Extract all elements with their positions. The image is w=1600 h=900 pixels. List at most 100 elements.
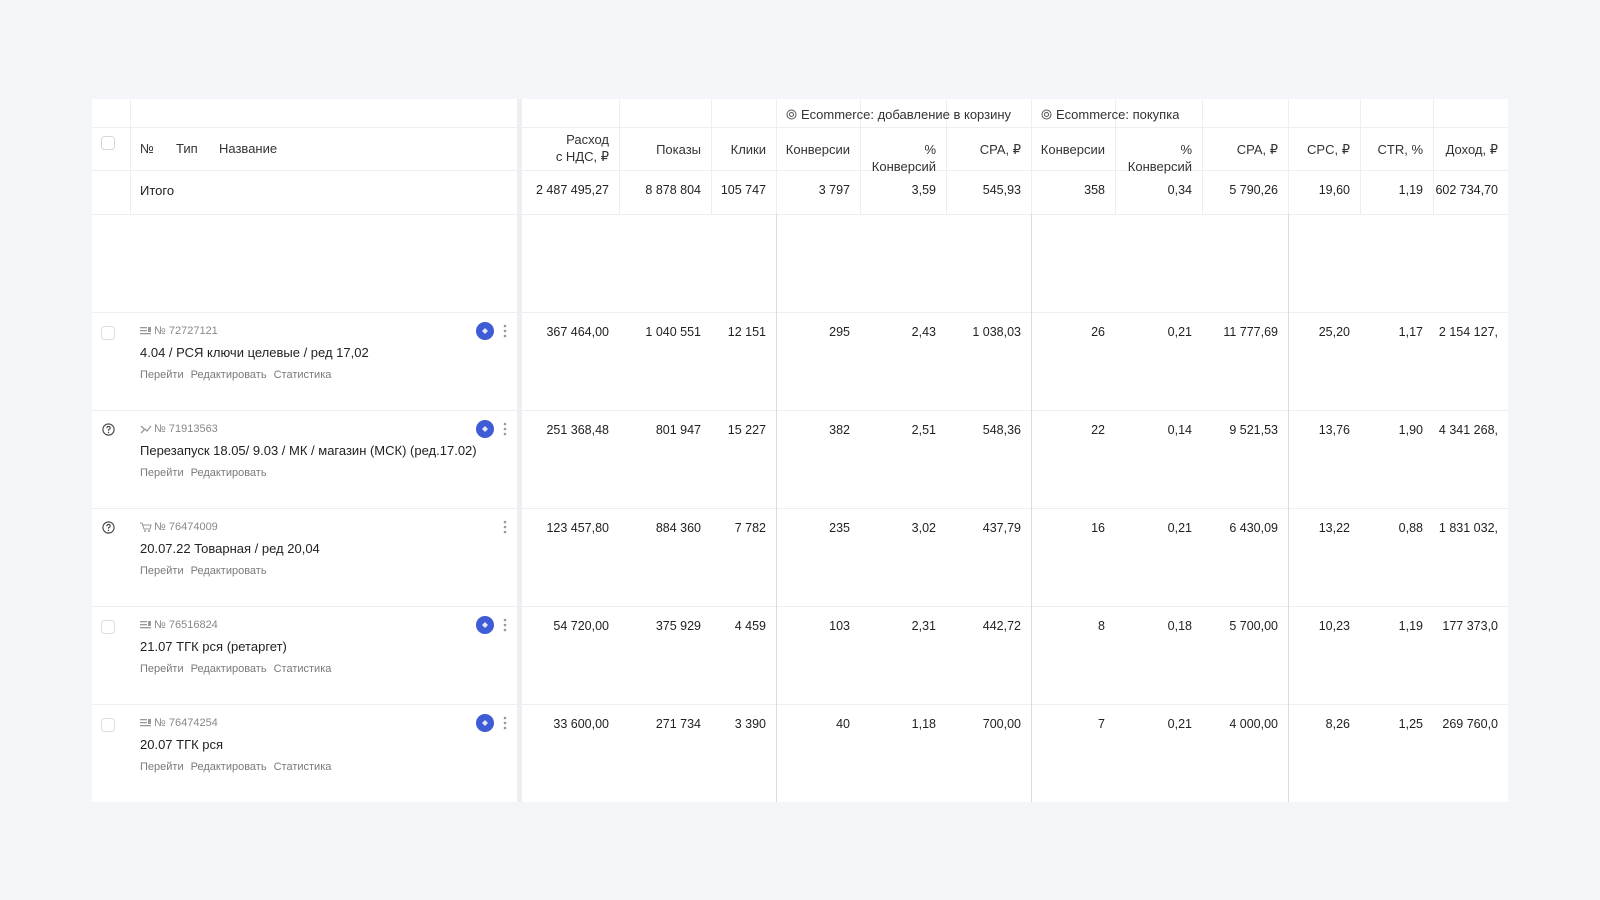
metric-value: 548,36 [946, 423, 1031, 437]
metric-value: 295 [776, 325, 860, 339]
campaign-type-icon [140, 424, 152, 435]
action-link[interactable]: Перейти [140, 761, 184, 773]
metric-value: 8 [1031, 619, 1115, 633]
pane-divider [517, 99, 522, 802]
metric-value: 0,18 [1115, 619, 1202, 633]
metric-value: 10,23 [1288, 619, 1360, 633]
metric-value: 269 760,0 [1433, 717, 1508, 731]
campaign-name: 21.07 ТГК рся (ретаргет) [140, 639, 287, 654]
header-col-divider [130, 99, 131, 214]
action-link[interactable]: Статистика [274, 761, 332, 773]
action-link[interactable]: Перейти [140, 663, 184, 675]
totals-value: 2 487 495,27 [522, 183, 619, 197]
action-link[interactable]: Редактировать [191, 663, 267, 675]
campaign-name: 20.07 ТГК рся [140, 737, 223, 752]
metric-value: 40 [776, 717, 860, 731]
row-divider [92, 410, 1508, 411]
metric-value: 7 [1031, 717, 1115, 731]
autotarget-badge[interactable] [476, 714, 494, 732]
action-link[interactable]: Редактировать [191, 761, 267, 773]
autotarget-badge[interactable] [476, 322, 494, 340]
header-checkbox[interactable] [101, 136, 115, 150]
action-link[interactable]: Перейти [140, 565, 184, 577]
column-header: CPA, ₽ [946, 141, 1031, 158]
metric-value: 54 720,00 [522, 619, 619, 633]
campaign-type-icon [140, 326, 152, 337]
metric-value: 801 947 [619, 423, 711, 437]
autotarget-badge[interactable] [476, 420, 494, 438]
column-header: Тип [176, 141, 198, 156]
row-divider [92, 312, 1508, 313]
goal-icon [1041, 109, 1052, 120]
totals-value: 8 878 804 [619, 183, 711, 197]
action-link[interactable]: Статистика [274, 663, 332, 675]
action-link[interactable]: Перейти [140, 467, 184, 479]
metric-value: 11 777,69 [1202, 325, 1288, 339]
more-menu[interactable] [503, 716, 507, 730]
action-link[interactable]: Редактировать [191, 467, 267, 479]
campaign-type-icon [140, 718, 152, 729]
column-header: Конверсии [776, 141, 860, 158]
group-divider [776, 214, 777, 802]
group-divider [1031, 214, 1032, 802]
help-icon[interactable] [102, 423, 115, 436]
autotarget-badge[interactable] [476, 616, 494, 634]
action-link[interactable]: Перейти [140, 369, 184, 381]
totals-value: 3,59 [860, 183, 946, 197]
column-header: % Конверсий [860, 141, 946, 175]
metric-value: 4 000,00 [1202, 717, 1288, 731]
group-divider [1288, 214, 1289, 802]
metric-value: 5 700,00 [1202, 619, 1288, 633]
more-menu[interactable] [503, 618, 507, 632]
action-link[interactable]: Редактировать [191, 369, 267, 381]
metric-value: 251 368,48 [522, 423, 619, 437]
campaign-actions: Перейти Редактировать [140, 464, 274, 479]
metric-value: 123 457,80 [522, 521, 619, 535]
metric-value: 437,79 [946, 521, 1031, 535]
metric-value: 271 734 [619, 717, 711, 731]
metric-value: 0,21 [1115, 717, 1202, 731]
metric-value: 2,31 [860, 619, 946, 633]
row-divider [92, 704, 1508, 705]
metric-value: 26 [1031, 325, 1115, 339]
metric-value: 3 390 [711, 717, 776, 731]
row-checkbox[interactable] [101, 620, 115, 634]
column-header: № [140, 141, 154, 156]
action-link[interactable]: Статистика [274, 369, 332, 381]
help-icon[interactable] [102, 521, 115, 534]
column-header: Название [219, 141, 277, 156]
metric-value: 884 360 [619, 521, 711, 535]
campaign-table: Ecommerce: добавление в корзинуEcommerce… [92, 99, 1508, 802]
metric-value: 2,51 [860, 423, 946, 437]
totals-value: 19,60 [1288, 183, 1360, 197]
totals-value: 545,93 [946, 183, 1031, 197]
metric-value: 1,90 [1360, 423, 1433, 437]
campaign-actions: Перейти Редактировать Статистика [140, 758, 338, 773]
totals-value: 3 797 [776, 183, 860, 197]
more-menu[interactable] [503, 324, 507, 338]
metric-value: 0,14 [1115, 423, 1202, 437]
action-link[interactable]: Редактировать [191, 565, 267, 577]
row-checkbox[interactable] [101, 718, 115, 732]
campaign-type-icon [140, 522, 152, 533]
metric-value: 1,25 [1360, 717, 1433, 731]
column-header: Показы [619, 141, 711, 158]
metric-value: 1,17 [1360, 325, 1433, 339]
campaign-type-icon [140, 620, 152, 631]
metric-value: 16 [1031, 521, 1115, 535]
more-menu[interactable] [503, 520, 507, 534]
metric-value: 12 151 [711, 325, 776, 339]
campaign-id: № 71913563 [154, 423, 218, 435]
totals-label: Итого [140, 183, 174, 198]
campaign-name: Перезапуск 18.05/ 9.03 / МК / магазин (М… [140, 443, 477, 458]
row-checkbox[interactable] [101, 326, 115, 340]
metric-value: 0,88 [1360, 521, 1433, 535]
totals-value: 358 [1031, 183, 1115, 197]
more-menu[interactable] [503, 422, 507, 436]
goal-icon [786, 109, 797, 120]
metric-value: 22 [1031, 423, 1115, 437]
metric-value: 1 040 551 [619, 325, 711, 339]
metric-value: 13,76 [1288, 423, 1360, 437]
metric-value: 33 600,00 [522, 717, 619, 731]
column-header: CPA, ₽ [1202, 141, 1288, 158]
